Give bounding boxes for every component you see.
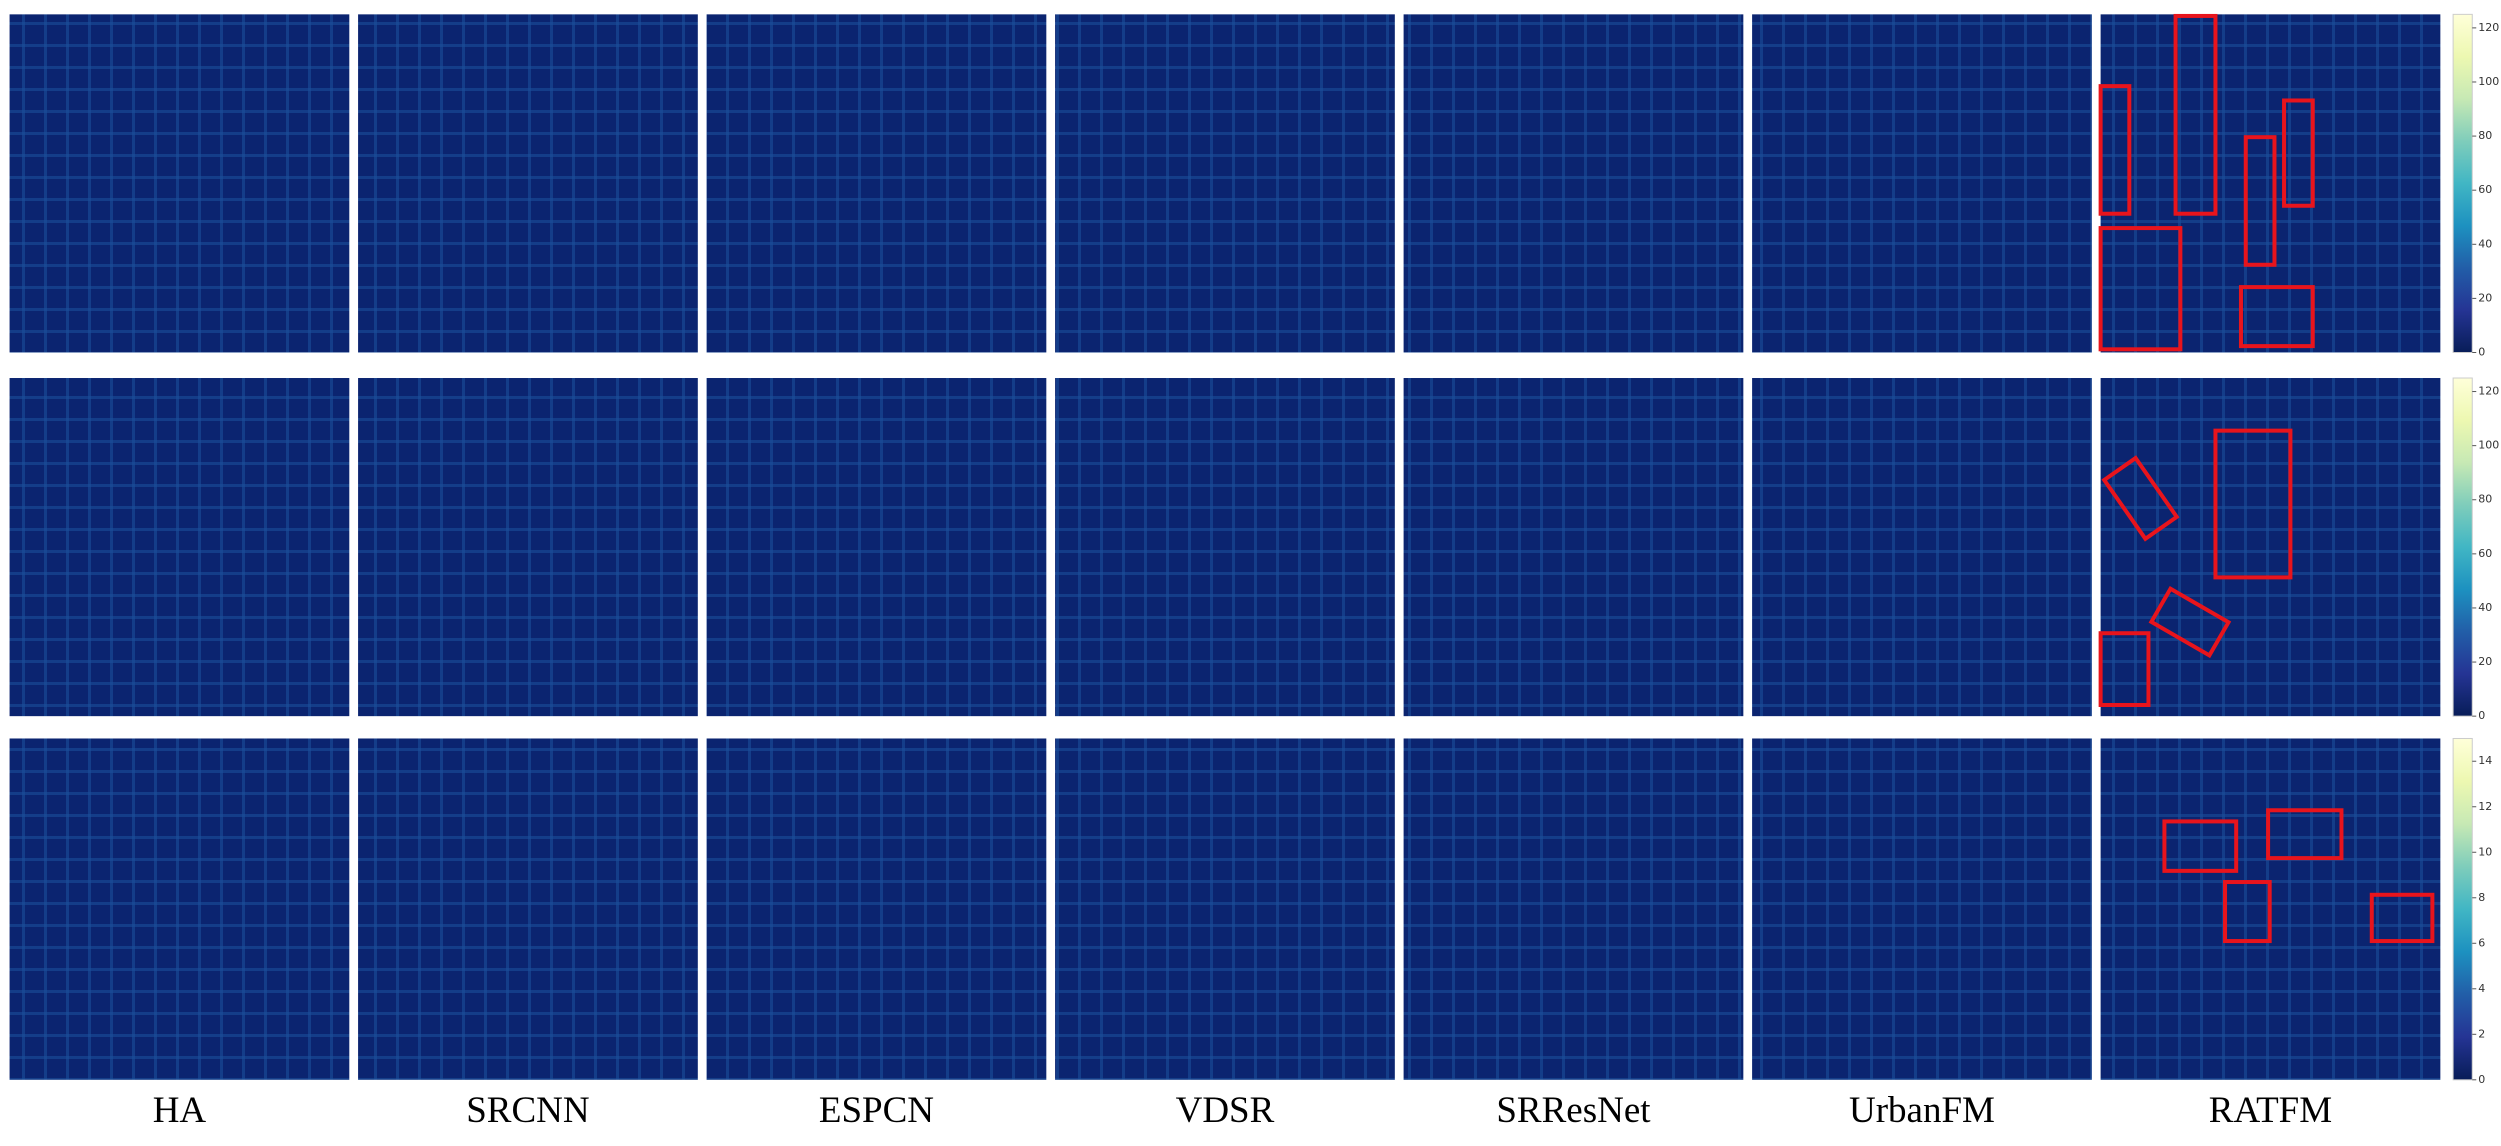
colorbar-tick-label: 12: [2478, 800, 2492, 813]
column-label: HA: [153, 1090, 207, 1131]
colorbar-tick-label: 80: [2478, 129, 2492, 142]
heatmap-panel: [1403, 378, 1744, 717]
highlight-box: [2243, 135, 2277, 267]
highlight-box: [2162, 819, 2239, 873]
column-label: RATFM: [2209, 1090, 2332, 1131]
colorbar-tick-label: 100: [2478, 75, 2499, 88]
heatmap-panel: [2100, 378, 2441, 717]
colorbar-tick-label: 60: [2478, 547, 2492, 560]
highlight-box: [2266, 808, 2344, 861]
colorbar-tick-label: 6: [2478, 936, 2485, 949]
highlight-box: [2173, 13, 2218, 216]
highlight-box: [2213, 428, 2293, 580]
heatmap-panel: [1055, 738, 1395, 1080]
heatmap-panel: [9, 14, 350, 353]
highlight-box: [2098, 84, 2132, 216]
colorbar-tick-label: 40: [2478, 237, 2492, 250]
heatmap-panel: [1055, 14, 1395, 353]
heatmap-panel: [706, 378, 1047, 717]
colorbar: [2452, 13, 2473, 353]
heatmap-panel: [1752, 378, 2092, 717]
colorbar-tick-label: 120: [2478, 21, 2499, 34]
colorbar-tick-label: 60: [2478, 183, 2492, 196]
column-label: SRResNet: [1496, 1090, 1651, 1131]
colorbar-tick-label: 0: [2478, 345, 2485, 358]
heatmap-panel: [358, 14, 698, 353]
heatmap-panel: [2100, 14, 2441, 353]
colorbar-tick-label: 2: [2478, 1027, 2485, 1040]
highlight-box: [2101, 455, 2180, 542]
colorbar: [2452, 377, 2473, 717]
heatmap-panel: [9, 378, 350, 717]
colorbar-tick-label: 120: [2478, 385, 2499, 398]
colorbar-tick-label: 4: [2478, 982, 2485, 995]
colorbar-tick-label: 10: [2478, 845, 2492, 858]
colorbar-tick-label: 14: [2478, 754, 2492, 767]
heatmap-panel: [1752, 738, 2092, 1080]
colorbar-tick-label: 20: [2478, 655, 2492, 668]
colorbar: [2452, 737, 2473, 1081]
heatmap-panel: [1403, 738, 1744, 1080]
highlight-box: [2369, 892, 2435, 944]
colorbar-tick-label: 8: [2478, 891, 2485, 904]
colorbar-tick-label: 40: [2478, 601, 2492, 614]
heatmap-panel: [1752, 14, 2092, 353]
heatmap-panel: [1403, 14, 1744, 353]
highlight-box: [2238, 285, 2315, 349]
highlight-box: [2223, 880, 2272, 944]
colorbar-tick-label: 20: [2478, 291, 2492, 304]
heatmap-panel: [358, 378, 698, 717]
column-label: SRCNN: [466, 1090, 589, 1131]
column-label: VDSR: [1176, 1090, 1275, 1131]
column-label: UrbanFM: [1849, 1090, 1995, 1131]
heatmap-panel: [1055, 378, 1395, 717]
heatmap-panel: [706, 14, 1047, 353]
highlight-box: [2098, 631, 2151, 707]
colorbar-tick-label: 80: [2478, 493, 2492, 506]
highlight-box: [2282, 98, 2315, 208]
colorbar-tick-label: 0: [2478, 709, 2485, 722]
heatmap-panel: [358, 738, 698, 1080]
highlight-box: [2148, 585, 2232, 659]
heatmap-panel: [9, 738, 350, 1080]
highlight-box: [2098, 226, 2183, 352]
colorbar-tick-label: 100: [2478, 439, 2499, 452]
column-label: ESPCN: [819, 1090, 934, 1131]
heatmap-panel: [706, 738, 1047, 1080]
colorbar-tick-label: 0: [2478, 1073, 2485, 1086]
